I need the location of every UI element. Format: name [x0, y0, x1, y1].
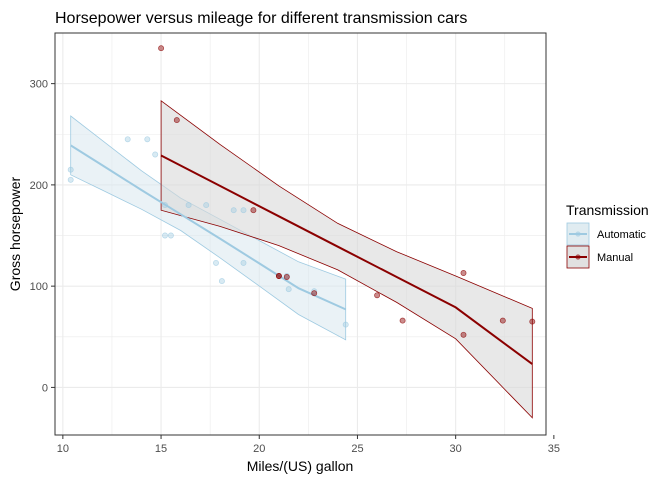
chart-title: Horsepower versus mileage for different … [55, 10, 467, 27]
data-point-manual [275, 273, 282, 279]
data-point-automatic [124, 136, 131, 143]
data-point-automatic [152, 151, 159, 158]
data-point-automatic [230, 207, 237, 214]
fit-lines [70, 144, 533, 365]
data-point-manual [250, 207, 257, 214]
x-tick-label: 15 [155, 443, 167, 455]
y-tick-label: 300 [30, 79, 48, 91]
data-point-automatic [240, 259, 247, 266]
legend: Transmission Automatic Manual [566, 202, 649, 269]
plot-border [54, 32, 547, 436]
legend-title: Transmission [566, 202, 649, 218]
x-axis-ticks: 10 15 20 25 30 35 [57, 435, 560, 455]
confidence-band-manual [160, 100, 533, 419]
data-point-automatic [162, 232, 168, 239]
data-point-automatic [218, 278, 225, 285]
data-point-automatic [67, 176, 74, 183]
data-point-automatic [185, 202, 192, 209]
x-axis-label: Miles/(US) gallon [247, 458, 354, 474]
x-tick-label: 25 [351, 443, 363, 455]
data-points [67, 45, 536, 338]
data-point-manual [499, 317, 506, 324]
data-point-automatic [203, 202, 210, 209]
x-tick-label: 20 [253, 443, 265, 455]
data-point-manual [460, 331, 467, 338]
y-tick-label: 200 [30, 180, 48, 192]
data-point-manual [283, 274, 290, 280]
legend-label-manual: Manual [597, 252, 633, 264]
confidence-bands [70, 100, 533, 419]
data-point-automatic [144, 136, 151, 143]
x-tick-label: 35 [548, 443, 560, 455]
data-point-manual [173, 117, 180, 124]
data-point-automatic [285, 286, 292, 293]
data-point-automatic [162, 202, 168, 209]
legend-point-manual [575, 254, 581, 260]
y-tick-label: 100 [30, 281, 48, 293]
data-point-automatic [213, 259, 219, 266]
legend-point-automatic [575, 231, 581, 237]
fit-line-automatic [70, 144, 347, 311]
data-point-automatic [342, 321, 349, 328]
data-point-manual [311, 290, 318, 297]
x-tick-label: 30 [450, 443, 462, 455]
data-point-manual [529, 318, 536, 325]
data-point-automatic [67, 166, 74, 173]
data-point-automatic [240, 207, 247, 214]
data-point-manual [399, 317, 406, 324]
y-axis-ticks: 0 100 200 300 [30, 79, 55, 394]
data-point-automatic [167, 232, 174, 239]
y-tick-label: 0 [42, 382, 48, 394]
data-point-automatic [311, 288, 318, 295]
legend-label-automatic: Automatic [597, 229, 646, 241]
data-point-manual [158, 45, 165, 52]
fit-line-manual [160, 154, 533, 365]
data-point-manual [460, 270, 467, 276]
x-tick-label: 10 [57, 443, 69, 455]
data-point-manual [374, 292, 381, 299]
y-axis-label: Gross horsepower [7, 176, 23, 291]
